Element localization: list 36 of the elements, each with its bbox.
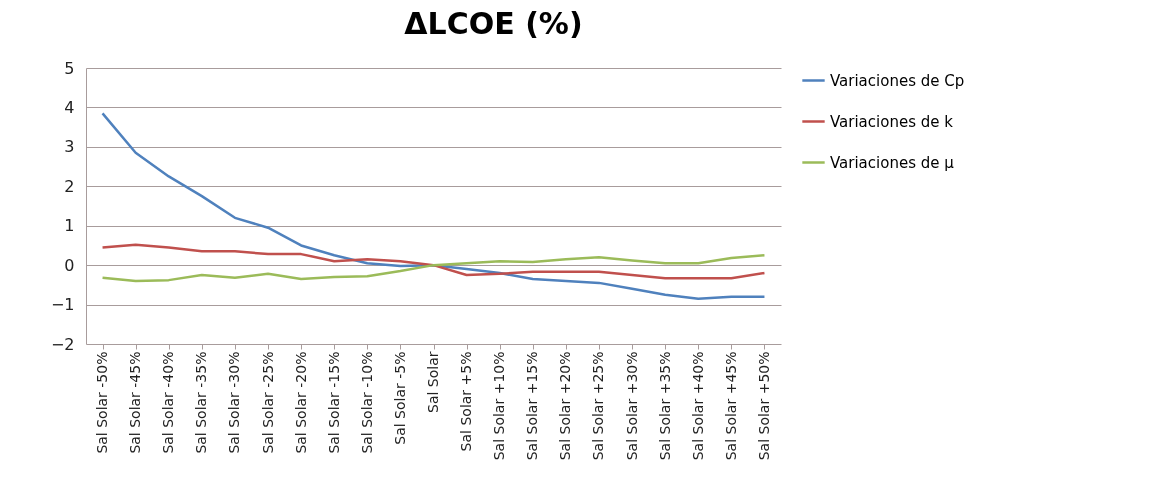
y-tick-label: 2 <box>64 176 75 196</box>
y-tick-label: −2 <box>50 334 75 354</box>
x-tick-label: Sal Solar -15% <box>325 351 342 454</box>
x-tick-label: Sal Solar -5% <box>391 351 408 445</box>
x-tick-label: Sal Solar -35% <box>193 351 210 454</box>
x-tick-label: Sal Solar +45% <box>722 351 739 461</box>
line-series <box>101 112 766 300</box>
x-tick-label: Sal Solar -10% <box>358 351 375 454</box>
y-tick-label: 3 <box>64 137 75 157</box>
x-tick-label: Sal Solar -50% <box>94 351 111 454</box>
x-tick-label: Sal Solar -30% <box>226 351 243 454</box>
x-tick-label: Sal Solar +35% <box>656 351 673 461</box>
chart-title: ΔLCOE (%) <box>404 6 583 41</box>
line-series <box>101 243 766 280</box>
x-tick-label: Sal Solar +50% <box>755 351 772 461</box>
x-tick-label: Sal Solar +5% <box>458 351 475 452</box>
x-tick-label: Sal Solar -20% <box>292 351 309 454</box>
x-tick-label: Sal Solar -45% <box>127 351 144 454</box>
x-tick-label: Sal Solar -25% <box>259 351 276 454</box>
y-tick-label: −1 <box>50 295 75 315</box>
y-tick-label: 1 <box>64 216 75 236</box>
x-tick-label: Sal Solar +40% <box>689 351 706 461</box>
legend-label: Variaciones de k <box>830 112 954 131</box>
x-tick-label: Sal Solar +25% <box>590 351 607 461</box>
x-tick-label: Sal Solar <box>425 351 441 413</box>
x-tick-label: Sal Solar +10% <box>491 351 508 461</box>
y-tick-label: 4 <box>64 97 75 117</box>
x-tick-label: Sal Solar -40% <box>160 351 177 454</box>
y-tick-label: 0 <box>64 255 75 275</box>
x-tick-label: Sal Solar +15% <box>524 351 541 461</box>
line-series <box>101 254 766 283</box>
x-tick-label: Sal Solar +30% <box>623 351 640 461</box>
x-tick-label: Sal Solar +20% <box>557 351 574 461</box>
y-tick-label: 5 <box>64 58 75 78</box>
legend-label: Variaciones de Cp <box>830 71 965 90</box>
legend-label: Variaciones de μ <box>830 153 955 172</box>
